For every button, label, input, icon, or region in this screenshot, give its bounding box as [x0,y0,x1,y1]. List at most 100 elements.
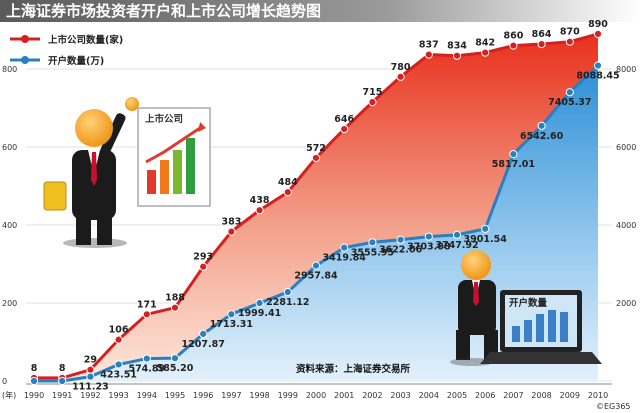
data-label-accounts: 1207.87 [182,339,225,350]
source-note: 资料来源：上海证券交易所 [296,363,411,375]
legend-marker-accounts [21,56,29,64]
x-tick-label: 2010 [588,391,608,400]
y-right-tick-label: 6000 [616,143,636,152]
data-label-companies: 8 [59,363,66,374]
data-label-companies: 864 [532,29,552,40]
x-tick-label: 1998 [249,391,269,400]
point-companies [509,41,518,50]
data-label-companies: 572 [306,143,326,154]
data-label-accounts: 7405.37 [548,97,591,108]
x-tick-label: 2007 [503,391,523,400]
data-label-accounts: 5817.01 [492,159,535,170]
point-accounts [86,372,95,381]
x-tick-label: 1993 [108,391,128,400]
data-label-companies: 834 [447,41,467,52]
data-label-accounts: 3622.06 [379,245,423,256]
x-tick-label: 2004 [419,391,439,400]
x-tick-label: 2002 [362,391,382,400]
point-companies [283,188,292,197]
x-tick-label: 1992 [80,391,100,400]
point-accounts [593,61,603,70]
point-accounts [452,230,462,239]
point-accounts [396,235,405,244]
x-tick-label: 1994 [137,391,157,400]
x-axis-unit: (年) [2,390,16,400]
x-tick-label: 2003 [390,391,410,400]
point-accounts [58,376,67,386]
point-accounts [565,88,574,97]
x-axis: 1990 1991 1992 1993 1994 1995 1996 1997 1998 1999… [24,383,612,400]
point-companies [481,48,490,57]
data-label-companies: 383 [221,217,241,228]
point-companies [424,50,433,59]
data-label-companies: 860 [503,31,523,42]
point-accounts [311,261,321,270]
chart-title: 上海证券市场投资者开户和上市公司增长趋势图 [6,2,321,20]
point-accounts [142,354,151,363]
area-accounts [34,65,598,382]
point-companies [255,206,264,215]
y-right-tick-label: 4000 [616,221,636,230]
data-label-accounts: 1713.31 [210,319,253,330]
point-companies [311,153,321,163]
data-label-accounts: 585.20 [157,363,194,374]
data-label-accounts: 3747.92 [435,240,478,251]
point-accounts [537,121,546,130]
point-accounts [199,329,208,338]
data-label-companies: 106 [109,325,129,336]
point-accounts [227,310,236,319]
data-label-accounts: 111.23 [72,382,109,393]
x-tick-label: 1995 [165,391,185,400]
data-label-accounts: 6542.60 [520,131,564,142]
data-label-accounts: 3419.84 [323,253,367,264]
y-right-tick-label: 2000 [616,299,636,308]
data-label-companies: 484 [278,177,298,188]
data-label-companies: 188 [165,293,185,304]
point-accounts [283,287,292,297]
data-label-companies: 780 [391,62,411,73]
point-companies [537,39,546,49]
x-tick-label: 1999 [278,391,298,400]
point-companies [368,98,377,107]
data-label-companies: 842 [475,38,495,49]
point-companies [452,51,462,60]
legend-marker-companies [21,35,29,43]
point-accounts [424,232,433,241]
data-label-accounts: 2281.12 [266,297,309,308]
data-label-companies: 29 [84,355,97,366]
y-axis-right: 2000 4000 6000 8000 [616,65,636,308]
x-tick-label: 1990 [24,391,44,400]
point-companies [340,124,349,134]
point-accounts [255,298,264,308]
series-areas [34,33,598,382]
point-accounts [368,238,377,247]
point-accounts [509,150,518,159]
data-label-accounts: 574.89 [128,364,165,375]
point-accounts [170,354,180,363]
y-right-tick-label: 8000 [616,65,636,74]
businessman-illustration: 上市公司 [43,97,211,248]
x-tick-label: 2006 [475,391,495,400]
data-label-companies: 438 [250,195,270,206]
x-tick-label: 2008 [531,391,551,400]
title-bar [0,0,640,22]
y-left-tick-label: 600 [2,143,17,152]
point-companies [114,335,123,344]
x-tick-label: 1996 [193,391,213,400]
data-label-companies: 870 [560,27,580,38]
data-label-companies: 8 [31,363,38,374]
point-accounts [114,360,123,369]
point-companies [170,303,180,312]
point-companies [565,37,574,46]
x-tick-label: 1997 [221,391,241,400]
x-tick-label: 1991 [52,391,72,400]
legend: 上市公司数量(家) 开户数量(万) [10,34,123,67]
data-label-companies: 171 [137,299,157,310]
data-label-accounts: 3555.95 [351,247,394,258]
data-label-accounts: 3901.54 [464,234,508,245]
data-label-accounts: 2957.84 [294,271,338,282]
point-accounts [481,224,490,233]
data-label-companies: 646 [334,114,354,125]
